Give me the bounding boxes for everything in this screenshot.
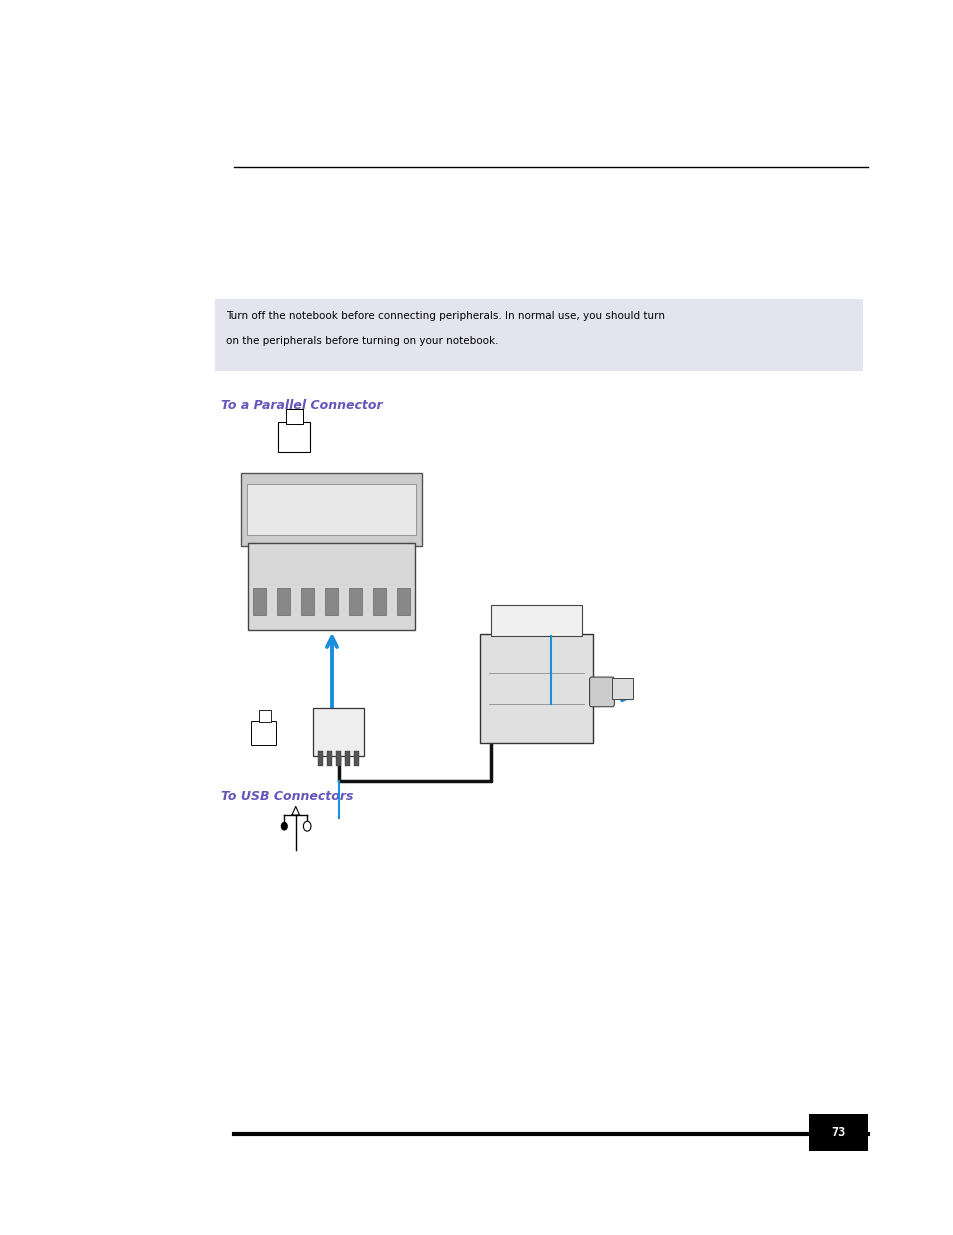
Bar (349, 588, 362, 615)
Circle shape (303, 821, 311, 831)
Circle shape (281, 823, 287, 830)
Bar (300, 588, 314, 615)
Bar (354, 751, 358, 766)
Bar (808, 1114, 867, 1151)
FancyBboxPatch shape (277, 422, 310, 452)
Bar (253, 588, 266, 615)
Bar (345, 751, 350, 766)
Bar (324, 588, 337, 615)
Bar (248, 543, 415, 630)
Bar (373, 588, 386, 615)
Text: To a Parallel Connector: To a Parallel Connector (221, 399, 382, 411)
FancyBboxPatch shape (589, 677, 614, 706)
Bar (491, 605, 581, 636)
Bar (327, 751, 332, 766)
FancyBboxPatch shape (313, 708, 364, 756)
Bar (396, 588, 410, 615)
FancyBboxPatch shape (241, 473, 421, 546)
Text: on the peripherals before turning on your notebook.: on the peripherals before turning on you… (226, 336, 498, 346)
Text: Turn off the notebook before connecting peripherals. In normal use, you should t: Turn off the notebook before connecting … (226, 311, 664, 321)
Bar (276, 588, 290, 615)
Text: 73: 73 (831, 1126, 844, 1139)
FancyBboxPatch shape (247, 484, 416, 535)
Bar (335, 751, 341, 766)
FancyBboxPatch shape (251, 720, 275, 746)
FancyBboxPatch shape (611, 678, 632, 699)
Bar (258, 709, 271, 721)
Text: To USB Connectors: To USB Connectors (221, 790, 354, 803)
FancyBboxPatch shape (479, 634, 593, 743)
Bar (214, 299, 862, 370)
Bar (318, 751, 322, 766)
Bar (286, 409, 303, 424)
